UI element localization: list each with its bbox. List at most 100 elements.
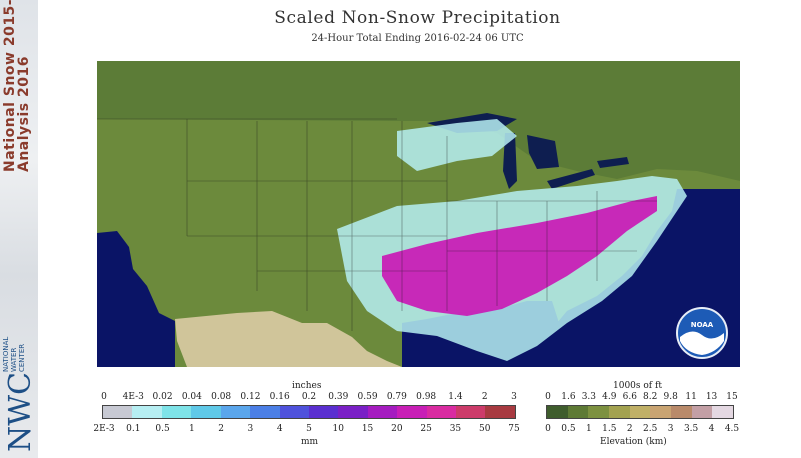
lake-michigan [503,133,517,189]
precip-legend-swatch [367,406,398,418]
precip-legend-swatch [456,406,486,418]
elevation-legend-swatch [567,406,589,418]
elevation-legend-tick-label: 3.3 [581,392,597,402]
map-subtitle: 24-Hour Total Ending 2016-02-24 06 UTC [311,33,524,44]
noaa-logo-wave [680,331,724,355]
elevation-legend-tick-label: 1.5 [602,424,617,434]
pacific-ocean [97,231,175,367]
lake-huron [527,135,559,169]
nwc-logo: NWC [3,371,38,452]
noaa-logo-text: NOAA [691,321,714,329]
precip-legend-tick-label: 15 [361,424,374,434]
elevation-legend-bottom-title: Elevation (km) [600,437,667,447]
precip-legend-tick-label: 3 [511,392,517,402]
precip-legend-tick-label: 50 [478,424,491,434]
precip-legend-bottom-title: mm [301,437,319,447]
precip-legend-tick-label: 4E-3 [122,392,144,402]
elevation-legend-top-title: 1000s of ft [613,381,662,391]
precip-legend-tick-label: 25 [420,424,432,434]
precip-legend-tick-label: 0.5 [155,424,170,434]
precip-legend-tick-label: 75 [508,424,520,434]
precip-legend-tick-label: 0.16 [269,392,290,402]
precip-legend-swatch [308,406,339,418]
elevation-legend-swatch [671,406,692,418]
precip-legend-tick-label: 0.12 [240,392,261,402]
precip-legend-tick-label: 1 [188,424,195,434]
elevation-legend-tick-label: 15 [726,392,738,402]
precip-legend-tick-label: 0.2 [301,392,317,402]
precip-legend-tick-label: 2 [481,392,488,402]
elevation-legend-tick-label: 3 [667,424,674,434]
canada-region [97,61,740,181]
precip-legend-swatch [191,406,221,418]
nwc-fullname-line2: WATER [10,347,18,372]
precip-legend-tick-label: 0.1 [126,424,141,434]
elevation-legend-tick-label: 9.8 [663,392,678,402]
precip-legend-tick-label: 2 [218,424,225,434]
elevation-color-bar [546,405,734,419]
precip-legend-swatch [338,406,368,418]
elevation-legend-tick-label: 4.9 [602,392,617,402]
nwc-fullname: NATIONAL WATER CENTER [2,337,26,372]
precip-legend-swatch [426,406,457,418]
precip-legend-tick-label: 10 [332,424,345,434]
precip-legend-tick-label: 0.98 [416,392,437,402]
precip-legend-tick-label: 0.39 [328,392,349,402]
precip-legend-tick-label: 35 [449,424,462,434]
noaa-logo: NOAA [676,307,728,359]
map-title: Scaled Non-Snow Precipitation [274,8,561,28]
elevation-legend-tick-label: 0 [545,392,551,402]
precip-legend-swatch [132,406,162,418]
precip-legend-tick-label: 4 [276,424,283,434]
precip-legend-swatch [397,406,427,418]
elevation-legend-tick-label: 4 [708,424,715,434]
precip-legend-swatch [161,406,192,418]
precip-legend-swatch [485,406,515,418]
precip-legend-swatch [279,406,309,418]
sidebar-title-line2: Analysis 2016 [16,56,32,172]
elevation-legend-swatch [547,406,568,418]
elevation-legend-tick-label: 6.6 [622,392,637,402]
elevation-legend-swatch [629,406,651,418]
precip-legend-tick-label: 1.4 [448,392,463,402]
precip-legend-top-title: inches [292,381,322,391]
elevation-legend-swatch [712,406,734,418]
precip-color-bar [102,405,516,419]
precip-legend-tick-label: 0.79 [386,392,407,402]
lake-erie [547,169,595,189]
precipitation-map [97,61,740,367]
nwc-fullname-line3: CENTER [18,343,26,372]
precip-legend-tick-label: 0.59 [357,392,378,402]
precip-north-light [397,119,517,171]
elevation-legend-swatch [650,406,672,418]
elevation-legend-tick-label: 11 [685,392,697,402]
precip-legend-tick-label: 5 [306,424,312,434]
lake-ontario [597,157,629,168]
precip-heavy [382,196,657,316]
elevation-legend-tick-label: 4.5 [724,424,740,434]
state-borders [97,118,657,331]
elevation-legend-tick-label: 8.2 [643,392,658,402]
mexico-region [175,311,402,367]
precip-legend-tick-label: 3 [247,424,254,434]
elevation-legend-tick-label: 1.6 [561,392,576,402]
nwc-sidebar: National Snow 2015- Analysis 2016 NATION… [0,0,38,458]
precip-legend-swatch [220,406,251,418]
elevation-legend-tick-label: 0.5 [561,424,576,434]
elevation-legend-tick-label: 2.5 [643,424,658,434]
elevation-legend-tick-label: 3.5 [683,424,699,434]
precip-legend-swatch [250,406,280,418]
precip-legend-tick-label: 20 [391,424,403,434]
precip-legend-tick-label: 2E-3 [93,424,115,434]
precip-legend-swatch [103,406,133,418]
elevation-legend-tick-label: 0 [545,424,551,434]
precip-legend-tick-label: 0.02 [152,392,173,402]
precip-legend-tick-label: 0.04 [181,392,202,402]
elevation-legend-swatch [609,406,630,418]
elevation-legend-tick-label: 1 [586,424,592,434]
elevation-legend-swatch [691,406,713,418]
precip-legend-tick-label: 0 [101,392,107,402]
nwc-fullname-line1: NATIONAL [2,336,10,372]
elevation-legend-swatch [588,406,610,418]
elevation-legend-tick-label: 2 [626,424,633,434]
